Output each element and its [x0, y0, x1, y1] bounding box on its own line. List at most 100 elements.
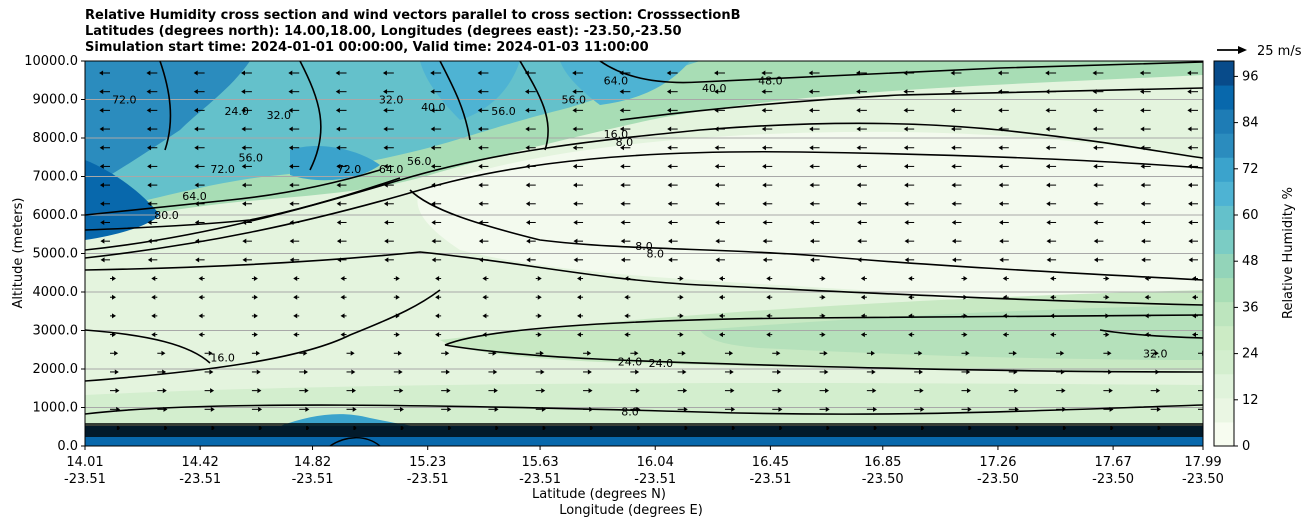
wind-vector-head: [870, 350, 875, 356]
wind-vector-head: [383, 145, 388, 151]
wind-vector-head: [383, 89, 388, 95]
wind-vector-head: [147, 182, 152, 188]
wind-vector-head: [1050, 276, 1055, 282]
wind-vector-head: [589, 425, 594, 431]
wind-vector-head: [1156, 388, 1161, 394]
colorbar-tick-label: 36: [1242, 300, 1259, 315]
wind-vector-head: [526, 257, 531, 263]
wind-vector-head: [1092, 89, 1097, 95]
wind-vector-head: [431, 182, 436, 188]
wind-vector-head: [1092, 70, 1097, 76]
wind-vector-head: [729, 350, 734, 356]
wind-vector-head: [288, 126, 293, 132]
wind-vector-head: [857, 219, 862, 225]
wind-vector-head: [99, 145, 104, 151]
wind-vector-head: [904, 201, 909, 207]
wind-vector-head: [667, 182, 672, 188]
wind-vector-head: [1046, 238, 1051, 244]
wind-vector-head: [668, 238, 673, 244]
contour-label: 72.0: [210, 163, 235, 176]
wind-vector-head: [873, 406, 878, 412]
wind-vector-head: [1205, 426, 1209, 431]
wind-vector-head: [146, 89, 151, 95]
wind-vector-head: [430, 89, 435, 95]
wind-vector-head: [809, 219, 814, 225]
colorbar-swatch: [1214, 301, 1234, 327]
wind-vector-head: [304, 388, 309, 394]
wind-vector-head: [825, 388, 830, 394]
wind-vector-head: [1192, 332, 1196, 338]
contour-label: 24.0: [224, 105, 249, 118]
wind-vector-head: [967, 406, 972, 412]
x-tick-label-lat: 16.45: [752, 455, 789, 470]
wind-vector-head: [619, 126, 624, 132]
wind-vector-head: [352, 406, 357, 412]
wind-vector-head: [714, 89, 719, 95]
surface-contour-band: [85, 423, 1203, 446]
wind-vector-head: [1192, 313, 1196, 319]
wind-vector-head: [1187, 145, 1192, 151]
wind-vector-head: [146, 70, 151, 76]
y-tick-label: 10000.0: [24, 54, 78, 69]
wind-vector-head: [903, 107, 908, 113]
wind-vector-head: [289, 182, 294, 188]
wind-vector-head: [1140, 201, 1145, 207]
wind-vector-head: [288, 145, 293, 151]
wind-vector-head: [383, 182, 388, 188]
wind-vector-head: [482, 294, 487, 300]
wind-vector-head: [164, 425, 169, 431]
wind-vector-head: [395, 294, 400, 300]
wind-vector-head: [1144, 294, 1149, 300]
wind-vector-head: [667, 219, 672, 225]
wind-vector-head: [253, 294, 258, 300]
wind-vector-head: [336, 238, 341, 244]
wind-vector-head: [572, 145, 577, 151]
wind-vector-head: [624, 313, 629, 319]
contour-label: 24.0: [618, 355, 643, 368]
wind-vector-head: [809, 201, 814, 207]
wind-vector-head: [572, 126, 577, 132]
contour-line: [85, 329, 211, 364]
x-tick-label-lat: 16.85: [864, 455, 901, 470]
wind-vector-head: [809, 145, 814, 151]
wind-vector-head: [162, 388, 167, 394]
x-tick-label-lat: 17.99: [1184, 455, 1221, 470]
wind-vector-head: [766, 294, 771, 300]
contour-label: 16.0: [210, 351, 235, 364]
wind-vector-head: [715, 219, 720, 225]
wind-vector-head: [766, 332, 771, 338]
wind-vector-head: [293, 294, 298, 300]
wind-vector-head: [151, 313, 156, 319]
wind-vector-head: [431, 201, 436, 207]
wind-vector-head: [288, 89, 293, 95]
rh-fill-lower-band-2: [700, 305, 1203, 360]
wind-vector-head: [761, 107, 766, 113]
wind-vector-head: [808, 89, 813, 95]
wind-vector-head: [873, 425, 878, 431]
contour-label: 8.0: [646, 248, 664, 261]
wind-vector-head: [193, 107, 198, 113]
wind-vector-head: [963, 313, 968, 319]
wind-vector-head: [1045, 163, 1050, 169]
wind-vector-head: [241, 126, 246, 132]
rh-fill-upper-very-wet: [85, 61, 250, 190]
wind-vector-head: [903, 145, 908, 151]
wind-vector-head: [761, 126, 766, 132]
wind-vector-head: [253, 276, 258, 282]
wind-vector-head: [257, 388, 262, 394]
wind-vector-head: [99, 126, 104, 132]
wind-vector-head: [258, 425, 263, 431]
wind-vector-head: [679, 294, 684, 300]
wind-vector-head: [494, 406, 499, 412]
wind-vector-head: [963, 332, 968, 338]
wind-vector-head: [620, 238, 625, 244]
quiver-key: 25 m/s: [1217, 44, 1302, 59]
wind-vector-head: [997, 70, 1002, 76]
y-tick-label: 4000.0: [33, 285, 79, 300]
wind-vector-head: [572, 89, 577, 95]
wind-vector-head: [525, 219, 530, 225]
x-tick-label-lat: 15.23: [409, 455, 446, 470]
wind-vector-head: [715, 257, 720, 263]
wind-vector-head: [99, 107, 104, 113]
wind-vector-head: [1045, 70, 1050, 76]
